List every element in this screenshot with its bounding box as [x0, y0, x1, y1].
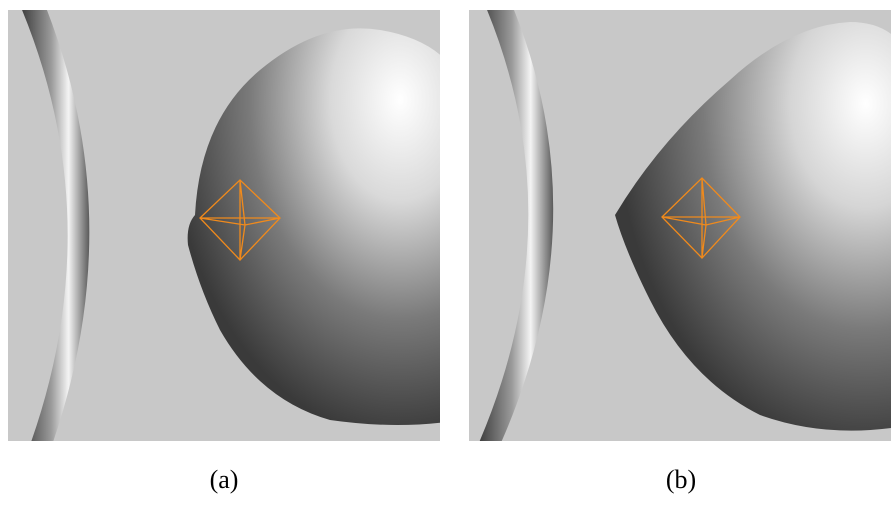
caption: (a): [210, 465, 239, 494]
panel-a-image: [8, 5, 460, 445]
caption: (b): [666, 465, 696, 494]
figure: (a) (b): [0, 0, 891, 520]
panel-b-image: [469, 5, 891, 445]
